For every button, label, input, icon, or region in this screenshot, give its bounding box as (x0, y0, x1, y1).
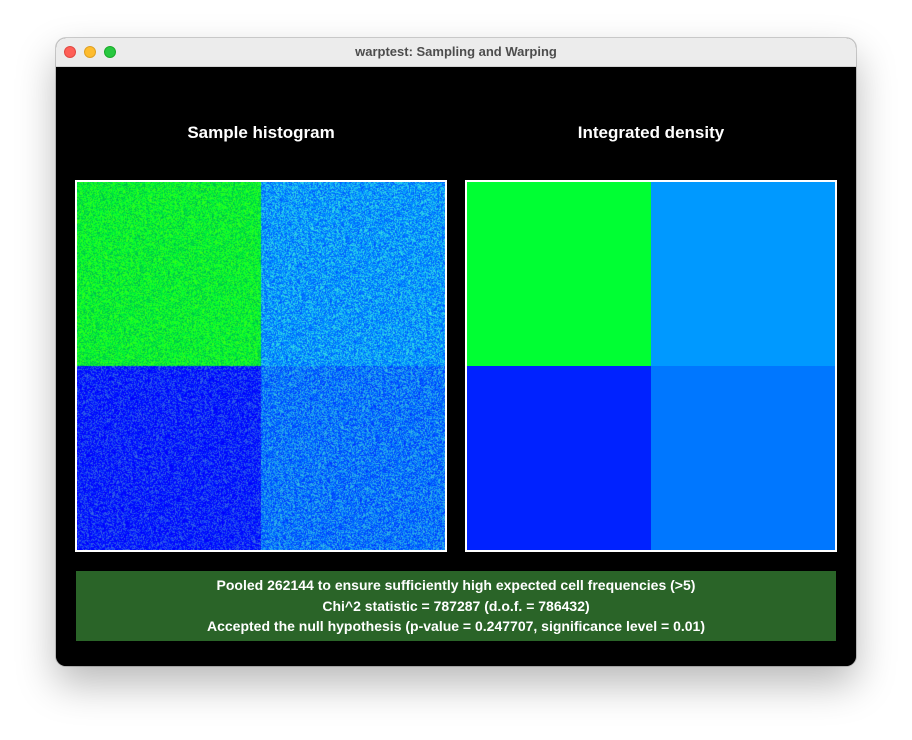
pooling-message: Pooled 262144 to ensure sufficiently hig… (216, 577, 696, 593)
sample-histogram-image (77, 182, 445, 550)
chi-square-statistic: Chi^2 statistic = 787287 (d.o.f. = 78643… (322, 597, 590, 614)
maximize-window-button[interactable] (104, 46, 116, 58)
integrated-density-title: Integrated density (577, 123, 725, 142)
close-window-button[interactable] (64, 46, 76, 58)
app-window: warptest: Sampling and Warping Sample hi… (56, 38, 856, 666)
integrated-density-panel (465, 180, 837, 552)
sample-histogram-title: Sample histogram (187, 123, 335, 142)
sample-histogram-panel (75, 180, 447, 552)
hypothesis-result: Accepted the null hypothesis (p-value = … (207, 618, 705, 634)
density-quadrant-top-right (651, 182, 835, 366)
density-quadrant-bottom-right (651, 366, 835, 550)
minimize-window-button[interactable] (84, 46, 96, 58)
density-quadrant-top-left (467, 182, 651, 366)
title-bar[interactable]: warptest: Sampling and Warping (56, 38, 856, 67)
density-quadrant-bottom-left (467, 366, 651, 550)
test-result-panel: Pooled 262144 to ensure sufficiently hig… (76, 571, 836, 641)
main-canvas: Sample histogram Integrated density Pool… (56, 67, 856, 666)
window-title: warptest: Sampling and Warping (355, 44, 557, 59)
